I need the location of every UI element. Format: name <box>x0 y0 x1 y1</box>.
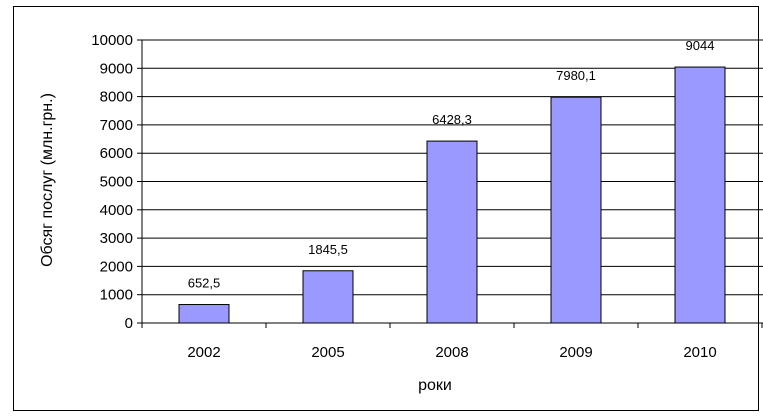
x-tick-label: 2010 <box>683 344 716 361</box>
bar-2010 <box>674 66 726 324</box>
x-tick-label: 2005 <box>311 344 344 361</box>
x-tick-label: 2009 <box>559 344 592 361</box>
bars <box>178 66 726 324</box>
y-tick-label: 3000 <box>100 230 133 247</box>
y-tick-label: 7000 <box>100 117 133 134</box>
y-axis-title: Обсяг послуг (млн.грн.) <box>39 93 56 267</box>
y-tick-label: 0 <box>125 315 133 332</box>
bar-2005 <box>302 270 354 324</box>
y-tick-label: 1000 <box>100 287 133 304</box>
y-tick-label: 5000 <box>100 174 133 191</box>
bar-2002 <box>178 304 230 324</box>
bar-2008 <box>426 140 478 324</box>
x-tick-label: 2002 <box>187 344 220 361</box>
axes <box>137 39 763 328</box>
y-tick-label: 8000 <box>100 89 133 106</box>
data-label: 652,5 <box>188 276 221 291</box>
bar-2009 <box>550 96 602 324</box>
data-label: 6428,3 <box>432 112 472 127</box>
y-tick-label: 9000 <box>100 60 133 77</box>
y-tick-label: 2000 <box>100 258 133 275</box>
y-tick-label: 6000 <box>100 145 133 162</box>
data-label: 9044 <box>686 38 715 53</box>
x-axis-title: роки <box>418 377 452 394</box>
y-tick-label: 4000 <box>100 202 133 219</box>
x-tick-label: 2008 <box>435 344 468 361</box>
data-label: 1845,5 <box>308 242 348 257</box>
chart-frame <box>13 6 759 411</box>
gridlines <box>142 39 763 296</box>
labels: 0 1000 2000 3000 4000 5000 6000 7000 8000 9000 100… <box>91 32 716 361</box>
y-tick-label: 10000 <box>91 32 133 49</box>
data-label: 7980,1 <box>556 68 596 83</box>
